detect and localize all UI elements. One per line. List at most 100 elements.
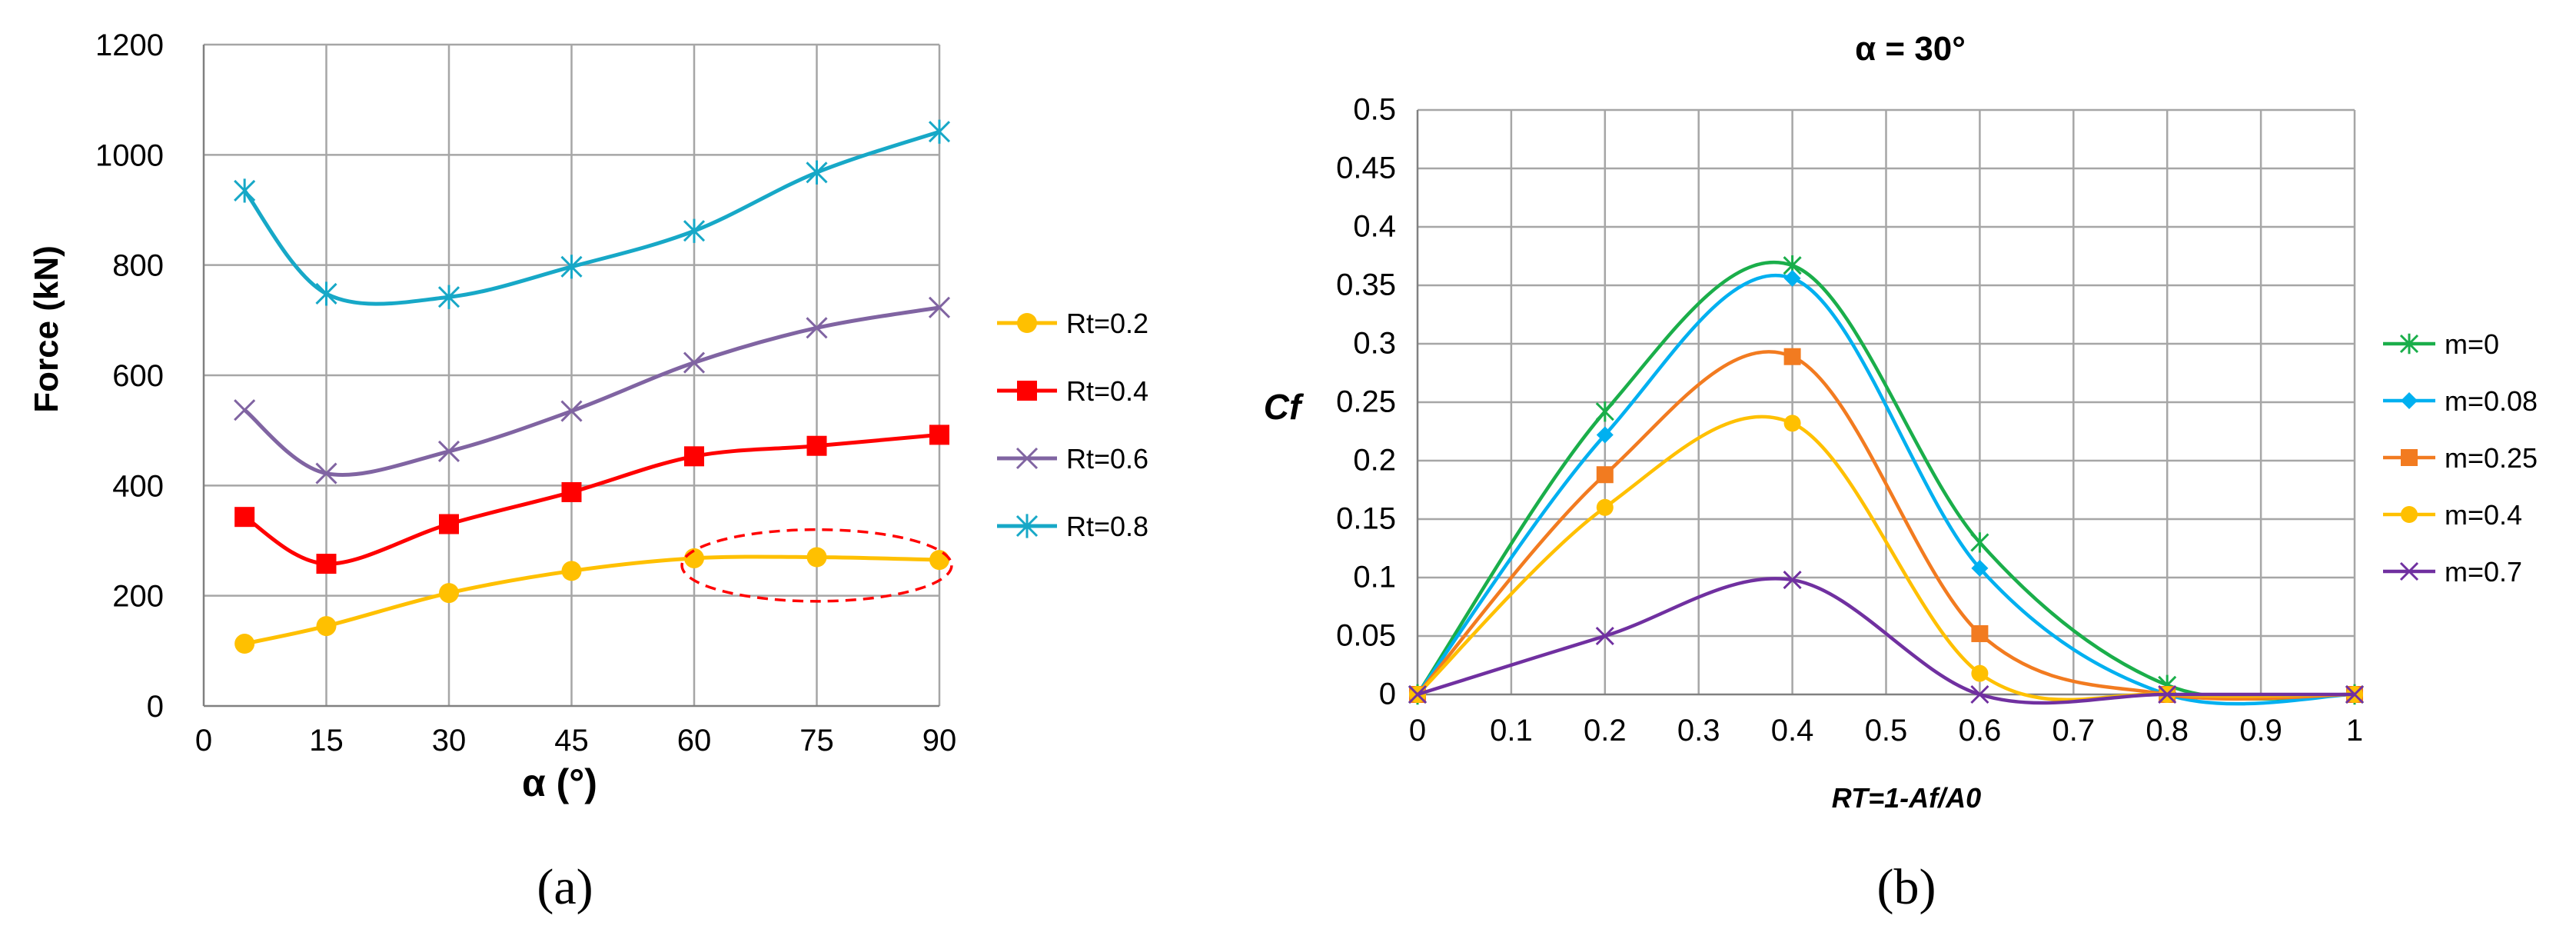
legend-label: Rt=0.2 (1066, 308, 1148, 339)
data-point-rt-0-2 (929, 550, 949, 571)
y-tick-label: 200 (112, 580, 164, 614)
series-rt-0-2 (234, 547, 949, 654)
data-point-rt-0-8 (928, 119, 951, 144)
legend-marker-m-0-4 (2401, 506, 2418, 523)
x-tick-label: 15 (309, 724, 344, 758)
legend-item-m-0: m=0 (2383, 328, 2499, 360)
legend-marker-rt-0-4 (1017, 381, 1037, 401)
x-tick-label: 0.4 (1771, 714, 1814, 748)
data-point-rt-0-8 (437, 285, 460, 309)
highlight-ellipse (680, 528, 953, 603)
x-tick-label: 0.7 (2052, 714, 2095, 748)
chart-b-tick-labels: 0 0.1 0.2 0.3 0.4 0.5 0.6 0.7 0.8 0.9 1 0 0.05 0.1 0.1… (1336, 93, 2363, 748)
panel-b-label: (b) (1877, 859, 1936, 915)
legend-label: m=0.4 (2445, 499, 2522, 531)
legend-item-rt-0-4: Rt=0.4 (997, 375, 1148, 407)
data-point-rt-0-2 (316, 616, 337, 637)
legend-item-rt-0-6: Rt=0.6 (997, 443, 1148, 474)
data-point-rt-0-4 (684, 446, 704, 467)
x-tick-label: 0.2 (1584, 714, 1627, 748)
y-tick-label: 0.25 (1336, 385, 1396, 419)
chart-b-title: α = 30° (1855, 30, 1966, 68)
series-line-rt-0-6 (243, 305, 940, 478)
data-point-rt-0-4 (439, 514, 459, 534)
legend-item-rt-0-2: Rt=0.2 (997, 308, 1148, 339)
x-tick-label: 0.9 (2239, 714, 2282, 748)
y-tick-label: 1200 (95, 28, 164, 62)
panel-a-label: (a) (537, 859, 593, 915)
chart-b-series (1408, 255, 2365, 706)
legend-marker-rt-0-6 (1015, 447, 1039, 470)
data-point-m-0-7 (1595, 626, 1614, 646)
y-tick-label: 0.4 (1353, 210, 1396, 244)
y-tick-label: 0.5 (1353, 93, 1396, 127)
y-tick-label: 0.45 (1336, 152, 1396, 185)
data-point-rt-0-4 (561, 481, 582, 502)
data-point-m-0-25 (1596, 466, 1614, 484)
x-tick-label: 90 (922, 724, 957, 758)
data-point-m-0-7 (2158, 684, 2177, 704)
data-point-rt-0-2 (439, 583, 459, 604)
y-tick-label: 1000 (95, 138, 164, 172)
x-tick-label: 0.1 (1490, 714, 1533, 748)
data-point-rt-0-2 (806, 547, 827, 568)
y-tick-label: 0.1 (1353, 561, 1396, 594)
x-tick-label: 60 (677, 724, 712, 758)
legend-label: m=0.25 (2445, 442, 2538, 474)
legend-label: m=0 (2445, 328, 2499, 360)
y-tick-label: 600 (112, 359, 164, 393)
y-tick-label: 0.05 (1336, 619, 1396, 653)
legend-label: m=0.7 (2445, 556, 2522, 588)
x-tick-label: 0.5 (1865, 714, 1908, 748)
data-point-rt-0-8 (560, 255, 583, 279)
data-point-m-0 (1595, 401, 1614, 422)
legend-marker-m-0-08 (2401, 392, 2418, 409)
chart-a-y-axis-label: Force (kN) (28, 245, 65, 413)
data-point-rt-0-8 (315, 281, 337, 306)
chart-b-legend: m=0 m=0.08 m=0.25 m=0.4 m=0.7 (2383, 328, 2538, 588)
legend-item-m-0-08: m=0.08 (2383, 385, 2538, 417)
x-tick-label: 0 (1409, 714, 1426, 748)
legend-label: m=0.08 (2445, 385, 2538, 417)
y-tick-label: 0.3 (1353, 327, 1396, 361)
data-point-rt-0-6 (437, 440, 460, 462)
x-tick-label: 30 (432, 724, 467, 758)
legend-marker-rt-0-8 (1015, 514, 1039, 538)
data-point-rt-0-4 (234, 507, 255, 528)
legend-marker-m-0 (2399, 333, 2419, 355)
series-line-rt-0-4 (243, 432, 940, 566)
legend-item-m-0-25: m=0.25 (2383, 442, 2538, 474)
chart-a-force-vs-alpha: 0 15 30 45 60 75 90 0 200 400 600 800 1000 1200 Force… (28, 28, 1148, 915)
chart-a-annotations (680, 528, 953, 603)
data-point-rt-0-6 (315, 462, 337, 484)
data-point-rt-0-8 (683, 218, 706, 243)
data-point-m-0-4 (1971, 664, 1989, 682)
data-point-rt-0-6 (560, 400, 583, 422)
data-point-m-0-7 (2345, 684, 2365, 704)
y-tick-label: 0.15 (1336, 502, 1396, 536)
y-tick-label: 0 (1379, 678, 1396, 711)
legend-label: Rt=0.6 (1066, 443, 1148, 474)
y-tick-label: 0.35 (1336, 268, 1396, 302)
data-point-m-0 (1970, 532, 1989, 553)
data-point-rt-0-6 (928, 296, 951, 318)
legend-marker-m-0-7 (2399, 561, 2419, 581)
series-m-0-7 (1408, 570, 2365, 705)
x-tick-label: 0 (195, 724, 212, 758)
x-tick-label: 0.3 (1677, 714, 1720, 748)
chart-a-axes (202, 45, 939, 708)
data-point-m-0-25 (1783, 348, 1801, 365)
data-point-rt-0-6 (683, 351, 706, 374)
chart-a-x-axis-label: α (°) (522, 761, 597, 804)
data-point-m-0-4 (1783, 415, 1801, 432)
chart-b-x-axis-label: RT=1-Af/A0 (1832, 782, 1981, 814)
y-tick-label: 400 (112, 469, 164, 503)
data-point-m-0-25 (1971, 624, 1989, 642)
series-rt-0-4 (234, 425, 949, 574)
chart-a-gridlines (204, 43, 941, 706)
data-point-rt-0-4 (316, 554, 337, 574)
data-point-rt-0-2 (234, 634, 255, 654)
data-point-rt-0-6 (806, 317, 828, 339)
series-rt-0-8 (234, 119, 951, 309)
